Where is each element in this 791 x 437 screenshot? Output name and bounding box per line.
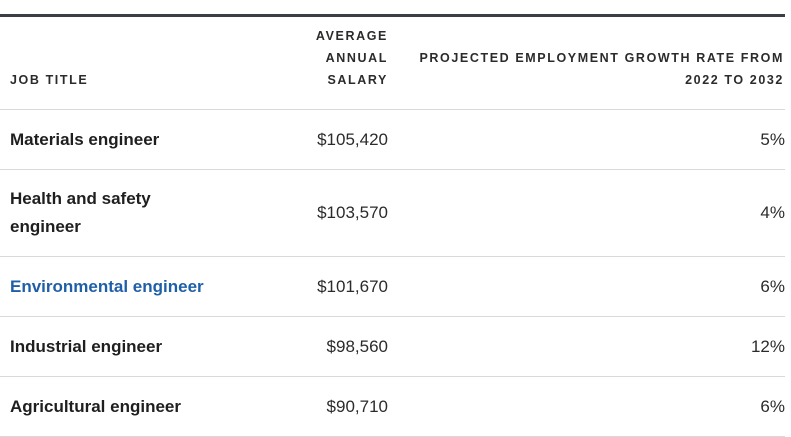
table-row: Materials engineer $105,420 5%	[0, 109, 785, 170]
table-row: Health and safety engineer $103,570 4%	[0, 169, 785, 257]
table-row: Industrial engineer $98,560 12%	[0, 316, 785, 377]
header-salary-line-2: SALARY	[327, 73, 388, 87]
header-growth-line-2: 2022 TO 2032	[685, 73, 784, 87]
salary-cell: $103,570	[250, 169, 390, 257]
header-job-title-text: JOB TITLE	[10, 73, 89, 87]
table-row: Agricultural engineer $90,710 6%	[0, 376, 785, 437]
job-title: Industrial engineer	[10, 336, 163, 356]
job-title: Materials engineer	[10, 129, 160, 149]
table-row: Environmental engineer $101,670 6%	[0, 256, 785, 317]
engineer-salary-table: JOB TITLE AVERAGE ANNUAL SALARY PROJECTE…	[0, 17, 785, 437]
header-growth-line-1: PROJECTED EMPLOYMENT GROWTH RATE FROM	[419, 51, 784, 65]
job-title: Agricultural engineer	[10, 396, 181, 416]
job-title-cell: Materials engineer	[0, 109, 250, 170]
growth-cell: 4%	[390, 169, 785, 257]
job-title-cell: Industrial engineer	[0, 316, 250, 377]
growth-cell: 5%	[390, 109, 785, 170]
job-title-cell: Health and safety engineer	[0, 169, 250, 257]
header-job-title: JOB TITLE	[0, 17, 250, 110]
header-average-salary: AVERAGE ANNUAL SALARY	[250, 17, 390, 110]
environmental-engineer-link[interactable]: Environmental engineer	[10, 276, 204, 296]
table-header-row: JOB TITLE AVERAGE ANNUAL SALARY PROJECTE…	[0, 17, 785, 110]
job-title-cell[interactable]: Environmental engineer	[0, 256, 250, 317]
growth-cell: 6%	[390, 256, 785, 317]
table-top-rule	[0, 14, 785, 17]
salary-cell: $101,670	[250, 256, 390, 317]
header-salary-line-1: AVERAGE ANNUAL	[315, 29, 388, 65]
job-title: Health and safety engineer	[10, 189, 151, 236]
salary-cell: $105,420	[250, 109, 390, 170]
job-title-cell: Agricultural engineer	[0, 376, 250, 437]
growth-cell: 12%	[390, 316, 785, 377]
salary-cell: $90,710	[250, 376, 390, 437]
header-growth-rate: PROJECTED EMPLOYMENT GROWTH RATE FROM 20…	[390, 17, 785, 110]
salary-cell: $98,560	[250, 316, 390, 377]
growth-cell: 6%	[390, 376, 785, 437]
